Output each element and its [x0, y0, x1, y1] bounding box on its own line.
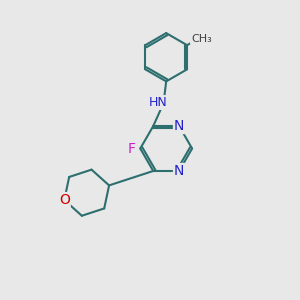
Text: N: N	[174, 164, 184, 178]
Text: F: F	[128, 142, 136, 155]
Text: CH₃: CH₃	[191, 34, 212, 44]
Text: O: O	[59, 193, 70, 207]
Text: HN: HN	[149, 96, 168, 109]
Text: N: N	[174, 119, 184, 133]
